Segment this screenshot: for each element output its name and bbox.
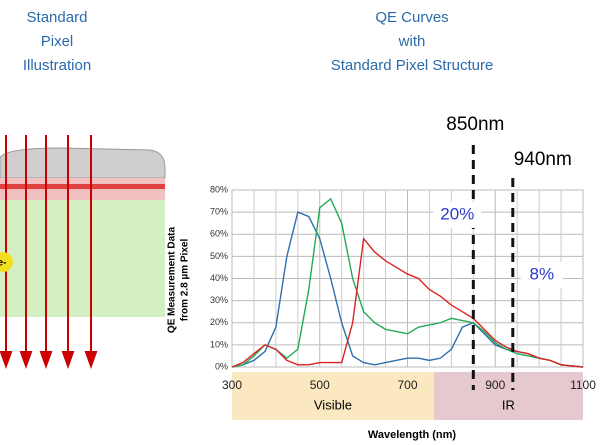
region: [232, 372, 434, 420]
chart-title: Standard Pixel Structure: [331, 57, 494, 74]
x-axis-title: Wavelength (nm): [368, 429, 457, 441]
chart-title: with: [398, 33, 426, 50]
x-tick-label: 900: [485, 378, 505, 392]
lens: [0, 147, 166, 179]
region: [433, 372, 583, 420]
y-tick-label: 40%: [210, 273, 228, 283]
y-tick-label: 10%: [210, 339, 228, 349]
illustration-title: Pixel: [41, 33, 74, 50]
x-tick-label: 300: [222, 378, 242, 392]
marker-label: 850nm: [446, 114, 504, 135]
metal-layer: [0, 184, 165, 189]
electron-label: e-: [0, 258, 6, 269]
value-box: [520, 262, 563, 288]
value-box-label: 20%: [440, 204, 474, 223]
y-axis-title: from 2.8 µm Pixel: [180, 239, 191, 322]
illustration-title: Illustration: [23, 57, 91, 74]
y-tick-label: 30%: [210, 295, 228, 305]
series-line: [231, 197, 584, 368]
illustration-title: Standard: [27, 9, 88, 26]
y-axis-title: QE Measurement Data: [167, 226, 178, 333]
y-tick-label: 60%: [210, 229, 228, 239]
electron: [0, 252, 13, 272]
illustration: e- Standard Pixel Illustration: [0, 9, 166, 369]
y-tick-label: 20%: [210, 317, 228, 327]
value-box-label: 8%: [530, 264, 555, 283]
x-tick-label: 500: [310, 378, 330, 392]
x-tick-label: 700: [397, 378, 417, 392]
series-line: [231, 236, 584, 368]
y-tick-label: 80%: [210, 184, 228, 194]
value-box: [433, 202, 482, 228]
region-label: IR: [502, 397, 515, 412]
y-tick-label: 50%: [210, 251, 228, 261]
light-rays: [0, 135, 98, 369]
y-tick-label: 0%: [215, 361, 228, 371]
y-tick-label: 70%: [210, 207, 228, 217]
chart-title: QE Curves: [375, 9, 448, 26]
photodiode: [0, 200, 165, 317]
marker-label: 940nm: [514, 149, 572, 170]
region-label: Visible: [314, 397, 352, 412]
x-tick-label: 1100: [570, 378, 596, 392]
